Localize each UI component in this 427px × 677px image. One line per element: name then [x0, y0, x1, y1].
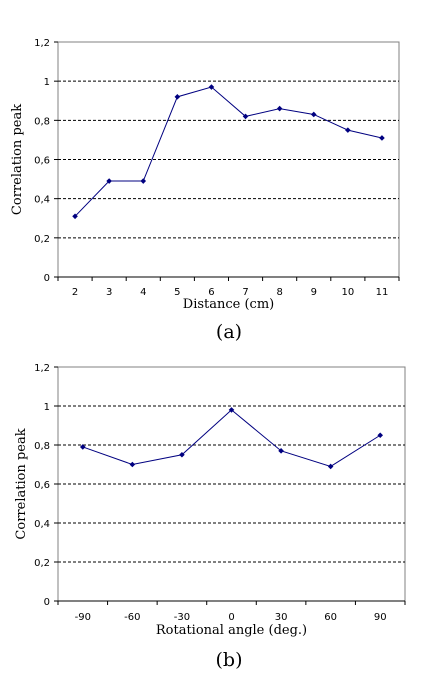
data-point [106, 178, 112, 184]
y-tick-label: 0,2 [34, 234, 50, 245]
data-point [72, 213, 78, 220]
y-tick-label: 0,6 [34, 156, 50, 167]
x-tick-label: 3 [106, 287, 112, 298]
data-point [327, 463, 334, 470]
y-tick-label: 0,4 [34, 519, 50, 530]
y-axis-title: Correlation peak [14, 428, 29, 539]
data-point [228, 407, 235, 413]
x-tick-label: 11 [376, 287, 389, 298]
x-tick-label: -30 [174, 612, 190, 623]
x-tick-label: 6 [208, 287, 214, 298]
series-line [82, 409, 381, 467]
y-tick-label: 1,2 [34, 38, 50, 49]
y-tick-label: 0 [44, 273, 50, 284]
x-tick-label: 5 [174, 287, 180, 298]
x-axis-title: Rotational angle (deg.) [156, 623, 307, 638]
chart-panel-a: 0 0,2 0,4 0,6 0,8 1 1,2 2 3 4 5 6 7 8 9 10 11 Distance (c… [10, 38, 400, 343]
x-tick-label: 0 [228, 612, 234, 623]
data-point [129, 461, 136, 468]
data-point [276, 105, 283, 112]
data-point [242, 113, 249, 120]
y-tick-label: 1,2 [34, 363, 50, 374]
x-tick-label: 10 [341, 287, 354, 298]
x-tick-label: -60 [124, 612, 140, 623]
y-tick-label: 0,8 [34, 441, 50, 452]
x-tick-label: -90 [75, 612, 91, 623]
x-tick-label: 7 [242, 287, 248, 298]
series-line [74, 86, 383, 217]
y-tick-label: 0,6 [34, 480, 50, 491]
y-tick-label: 0,2 [34, 558, 50, 569]
x-tick-label: 60 [324, 612, 337, 623]
x-tick-label: 30 [275, 612, 288, 623]
data-point [174, 94, 181, 100]
y-axis-title: Correlation peak [10, 104, 25, 215]
data-point [208, 84, 215, 90]
chart-panel-b: 0 0,2 0,4 0,6 0,8 1 1,2 -90 -60 -30 0 30 60 90 Rotatio… [14, 363, 406, 671]
data-point [310, 111, 317, 118]
y-tick-label: 0,8 [34, 116, 50, 127]
data-point [79, 444, 86, 450]
x-tick-label: 8 [276, 287, 282, 298]
x-axis-title: Distance (cm) [183, 297, 274, 312]
data-point [377, 432, 384, 439]
data-point [345, 127, 351, 133]
x-tick-label: 2 [72, 287, 78, 298]
x-tick-label: 9 [311, 287, 317, 298]
x-tick-label: 90 [374, 612, 387, 623]
panel-label: (b) [216, 649, 243, 671]
data-point [278, 448, 284, 454]
y-tick-label: 0 [44, 597, 50, 608]
data-point [179, 451, 185, 458]
y-tick-label: 1 [44, 77, 50, 88]
data-point [140, 178, 147, 184]
y-tick-label: 1 [44, 402, 50, 413]
y-tick-label: 0,4 [34, 195, 50, 206]
panel-label: (a) [216, 321, 242, 343]
x-tick-label: 4 [140, 287, 146, 298]
data-point [379, 135, 385, 141]
